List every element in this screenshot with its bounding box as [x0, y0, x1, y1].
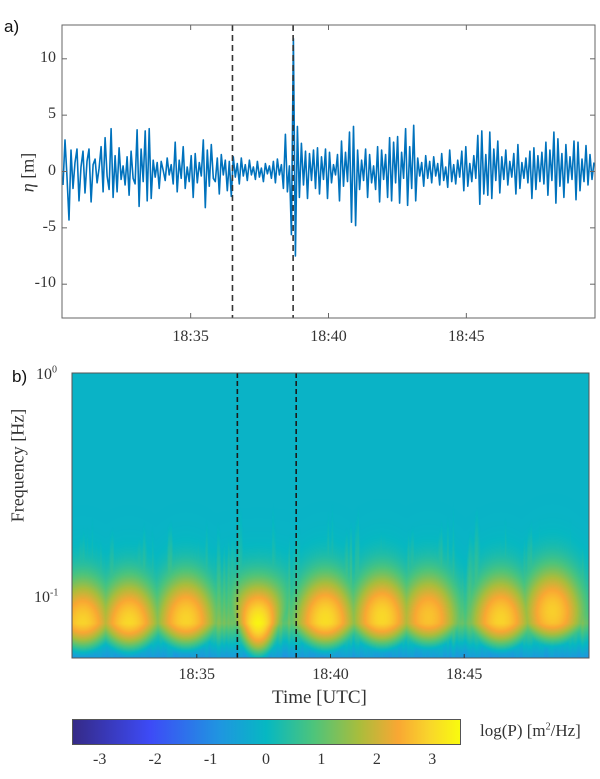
panel-b-label: b)	[12, 367, 28, 386]
ytick-10: 10	[40, 48, 56, 66]
colorbar-tick--1: -1	[203, 751, 218, 768]
wavelet-spectrogram	[72, 373, 589, 658]
xtick-b-18-35: 18:35	[178, 666, 216, 683]
ytick--5: -5	[42, 217, 56, 235]
colorbar-tick-2: 2	[372, 751, 381, 768]
panel-b-xlabel: Time [UTC]	[272, 687, 367, 708]
colorbar-label: log(P) [m2/Hz]	[480, 721, 581, 740]
ytick-5: 5	[48, 105, 56, 123]
colorbar-tick-3: 3	[428, 751, 437, 768]
colorbar-tick-1: 1	[317, 751, 326, 768]
colorbar-tick--2: -2	[148, 751, 162, 768]
colorbar	[72, 719, 461, 745]
panel-a-label: a)	[4, 17, 20, 36]
colorbar-tick-0: 0	[262, 751, 270, 768]
colorbar-tick--3: -3	[93, 751, 107, 768]
xtick-18-40: 18:40	[310, 328, 347, 345]
xtick-b-18-40: 18:40	[312, 666, 349, 683]
eta-time-series-plot	[61, 24, 596, 319]
ytick-0: 0	[48, 161, 56, 179]
eta-series-line	[62, 37, 595, 257]
ytick-10-minus-1: 10-1	[34, 587, 59, 606]
ytick--10: -10	[34, 274, 56, 292]
panel-a-chart	[0, 0, 600, 350]
ytick-10-0: 100	[36, 364, 57, 383]
panel-b-axes-box	[71, 372, 590, 659]
xtick-b-18-45: 18:45	[445, 666, 483, 683]
xtick-18-35: 18:35	[172, 328, 209, 345]
xtick-18-45: 18:45	[448, 328, 485, 345]
